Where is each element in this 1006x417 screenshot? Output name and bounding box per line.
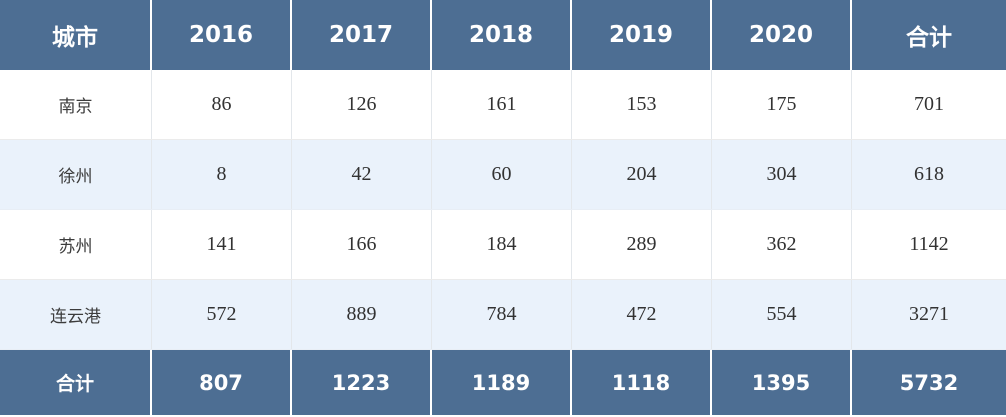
table-row-xuzhou: 徐州 8 42 60 204 304 618 — [0, 140, 1006, 210]
column-header-2018: 2018 — [432, 0, 572, 70]
cell-row-total: 618 — [914, 163, 944, 185]
table-header-row: 城市 2016 2017 2018 2019 2020 合计 — [0, 0, 1006, 70]
cell-value: 472 — [572, 280, 712, 349]
total-cell-value: 1223 — [292, 350, 432, 415]
total-row-label: 合计 — [0, 350, 152, 415]
row-label: 徐州 — [0, 140, 152, 209]
total-cell-value: 1118 — [572, 350, 712, 415]
row-label: 南京 — [0, 70, 152, 139]
cell-value: 126 — [292, 70, 432, 139]
cell-value: 572 — [152, 280, 292, 349]
table-total-row: 合计 807 1223 1189 1118 1395 5732 — [0, 350, 1006, 415]
cell-row-total: 3271 — [909, 303, 949, 325]
cell-value: 60 — [432, 140, 572, 209]
cell-value: 42 — [292, 140, 432, 209]
total-cell-value: 1395 — [712, 350, 852, 415]
cell-value: 141 — [152, 210, 292, 279]
cell-value: 161 — [432, 70, 572, 139]
cell-value: 889 — [292, 280, 432, 349]
column-header-2020: 2020 — [712, 0, 852, 70]
cell-value: 554 — [712, 280, 852, 349]
table-row-nanjing: 南京 86 126 161 153 175 701 — [0, 70, 1006, 140]
cell-value: 362 — [712, 210, 852, 279]
total-cell-value: 807 — [152, 350, 292, 415]
column-header-city: 城市 — [0, 0, 152, 70]
cell-value: 784 — [432, 280, 572, 349]
column-header-total: 合计 — [906, 25, 952, 51]
cell-value: 304 — [712, 140, 852, 209]
cell-value: 153 — [572, 70, 712, 139]
cell-value: 175 — [712, 70, 852, 139]
cell-value: 289 — [572, 210, 712, 279]
table-row-lianyungang: 连云港 572 889 784 472 554 3271 — [0, 280, 1006, 350]
cell-value: 8 — [152, 140, 292, 209]
row-label: 连云港 — [0, 280, 152, 349]
cell-row-total: 1142 — [909, 233, 949, 255]
total-cell-value: 1189 — [432, 350, 572, 415]
column-header-2017: 2017 — [292, 0, 432, 70]
cell-value: 204 — [572, 140, 712, 209]
grand-total-value: 5732 — [899, 370, 959, 395]
row-label: 苏州 — [0, 210, 152, 279]
table-row-suzhou: 苏州 141 166 184 289 362 1142 — [0, 210, 1006, 280]
cell-value: 184 — [432, 210, 572, 279]
column-header-2016: 2016 — [152, 0, 292, 70]
cell-value: 166 — [292, 210, 432, 279]
cell-value: 86 — [152, 70, 292, 139]
column-header-2019: 2019 — [572, 0, 712, 70]
cell-row-total: 701 — [914, 93, 944, 115]
